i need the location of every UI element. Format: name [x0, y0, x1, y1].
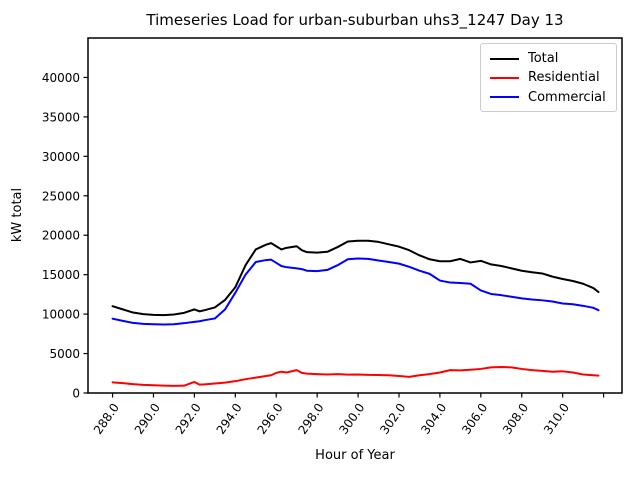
y-tick-label: 15000	[42, 268, 80, 282]
y-tick-label: 30000	[42, 150, 80, 164]
y-tick-label: 10000	[42, 308, 80, 322]
x-tick-label: 294.0	[214, 401, 245, 437]
x-tick-label: 302.0	[377, 401, 408, 437]
x-tick-label: 292.0	[173, 401, 204, 437]
legend-item-total: Total	[490, 49, 608, 68]
x-tick-label: 296.0	[255, 401, 286, 437]
chart-title: Timeseries Load for urban-suburban uhs3_…	[145, 11, 563, 30]
x-tick-label: 308.0	[500, 401, 531, 437]
x-tick-label: 306.0	[459, 401, 490, 437]
legend-item-commercial: Commercial	[490, 88, 608, 107]
y-tick-label: 25000	[42, 189, 80, 203]
x-tick-label: 310.0	[541, 401, 572, 437]
x-axis-label: Hour of Year	[315, 448, 395, 463]
legend-label-total: Total	[528, 51, 559, 67]
y-tick-label: 5000	[49, 347, 80, 361]
series-line-residential	[111, 365, 600, 387]
legend: Total Residential Commercial	[480, 43, 617, 112]
legend-line-total-swatch	[490, 57, 519, 60]
axes-spines	[87, 37, 623, 394]
x-tick-label: 300.0	[336, 401, 367, 437]
legend-label-commercial: Commercial	[528, 89, 606, 105]
legend-label-residential: Residential	[528, 70, 600, 86]
x-tick-label: 288.0	[91, 401, 122, 437]
legend-line-residential-swatch	[490, 76, 519, 79]
x-tick-label: 298.0	[295, 401, 326, 437]
y-tick-label: 40000	[42, 71, 80, 85]
y-tick-label: 0	[72, 387, 80, 401]
legend-line-commercial-swatch	[490, 96, 519, 99]
y-tick-label: 20000	[42, 229, 80, 243]
series-line-total	[111, 239, 600, 317]
series-line-commercial	[111, 257, 600, 326]
y-tick-label: 35000	[42, 110, 80, 124]
y-axis-label: kW total	[10, 188, 25, 242]
legend-item-residential: Residential	[490, 68, 608, 87]
x-tick-label: 304.0	[418, 401, 449, 437]
x-tick-label: 290.0	[132, 401, 163, 437]
